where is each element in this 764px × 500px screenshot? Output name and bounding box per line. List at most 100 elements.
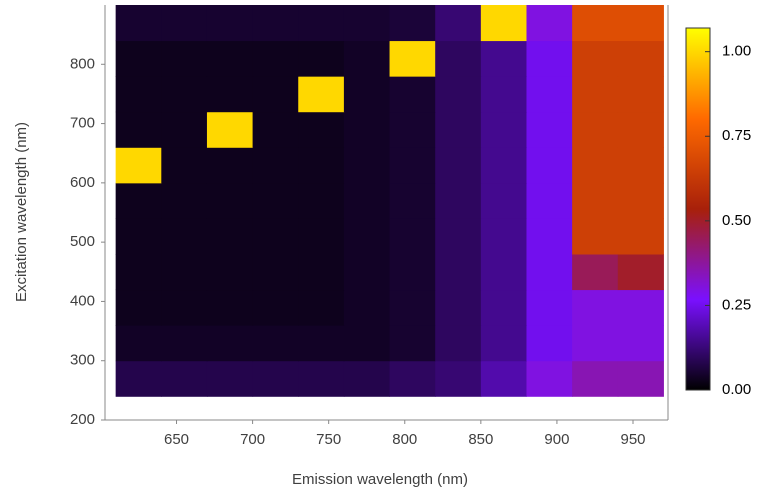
heatmap-cell [572,40,619,77]
y-tick-label: 600 [70,174,95,191]
heatmap-cell [435,182,482,219]
heatmap-cell [526,218,573,255]
heatmap-cell [252,289,299,326]
heatmap-cell [206,76,254,113]
heatmap-cell [480,289,527,326]
colorbar [685,27,711,391]
y-tick-label: 300 [70,352,95,369]
heatmap-cell [298,360,345,397]
heatmap-cell [389,182,436,219]
heatmap-cell [206,325,254,362]
heatmap-cell [343,325,391,362]
heatmap-cell [252,76,299,113]
heatmap-cell [161,40,208,77]
heatmap-cell [526,182,573,219]
x-tick-label: 650 [164,431,189,448]
heatmap-cell [252,40,299,77]
heatmap-cell [480,40,527,77]
heatmap-cell [389,360,436,397]
heatmap-cell [161,254,208,291]
heatmap-cell [115,5,162,42]
heatmap-cell [389,289,436,326]
heatmap-cell [617,76,664,113]
heatmap-cell [480,111,527,148]
heatmap-cell [298,325,345,362]
heatmap-cell [435,289,482,326]
heatmap-cell [526,40,573,77]
heatmap-cell [298,289,345,326]
heatmap-cell [572,360,619,397]
heatmap-cell [206,111,254,148]
colorbar-tick-label: 1.00 [722,43,751,60]
heatmap-cell [206,5,254,42]
heatmap-cell [435,40,482,77]
heatmap-cell [343,76,391,113]
heatmap-cell [480,182,527,219]
heatmap-cell [389,5,436,42]
heatmap-cell [572,325,619,362]
heatmap-cell [435,5,482,42]
heatmap-cell [526,5,573,42]
heatmap-cell [617,360,664,397]
heatmap-cell [389,147,436,184]
heatmap-cell [617,111,664,148]
y-tick-label: 700 [70,115,95,132]
heatmap-cell [115,218,162,255]
heatmap-cell [480,254,527,291]
heatmap-cell [435,360,482,397]
heatmap-cell [161,182,208,219]
x-tick-label: 800 [392,431,417,448]
heatmap-cell [572,218,619,255]
heatmap-cell [252,147,299,184]
heatmap-cell [343,182,391,219]
x-tick-label: 850 [468,431,493,448]
heatmap-cell [617,147,664,184]
heatmap-cell [115,147,162,184]
x-tick-label: 700 [240,431,265,448]
heatmap-cell [252,5,299,42]
heatmap-cell [206,182,254,219]
heatmap-cell [298,147,345,184]
heatmap-cell [389,325,436,362]
heatmap-cell [480,218,527,255]
heatmap-cell [161,5,208,42]
heatmap-cell [115,325,162,362]
y-tick-label: 200 [70,411,95,428]
heatmap-cell [480,5,527,42]
heatmap-cell [343,5,391,42]
heatmap-cell [435,111,482,148]
heatmap-cell [480,147,527,184]
heatmap-cell [435,254,482,291]
heatmap-cell [389,111,436,148]
heatmap-cell [617,5,664,42]
heatmap-cell [252,325,299,362]
heatmap-cell [115,360,162,397]
heatmap-cell [526,111,573,148]
heatmap-cell [617,254,664,291]
heatmap-cell [526,360,573,397]
y-tick-label: 500 [70,233,95,250]
heatmap-cell [115,111,162,148]
colorbar-tick-label: 0.25 [722,296,751,313]
heatmap-cell [252,254,299,291]
heatmap-cell [617,182,664,219]
heatmap-cell [298,254,345,291]
heatmap-cell [343,111,391,148]
heatmap-cell [161,360,208,397]
x-tick-label: 750 [316,431,341,448]
heatmap-cell [343,360,391,397]
heatmap-cell [115,40,162,77]
colorbar-tick-label: 0.00 [722,381,751,398]
heatmap-cell [572,147,619,184]
heatmap-cell [572,5,619,42]
heatmap-cell [252,111,299,148]
heatmap-cell [252,218,299,255]
heatmap-cell [343,254,391,291]
x-tick-label: 950 [620,431,645,448]
heatmap-cell [206,360,254,397]
heatmap-cell [298,182,345,219]
heatmap-cell [617,40,664,77]
heatmap-cell [343,218,391,255]
heatmap-cell [480,360,527,397]
